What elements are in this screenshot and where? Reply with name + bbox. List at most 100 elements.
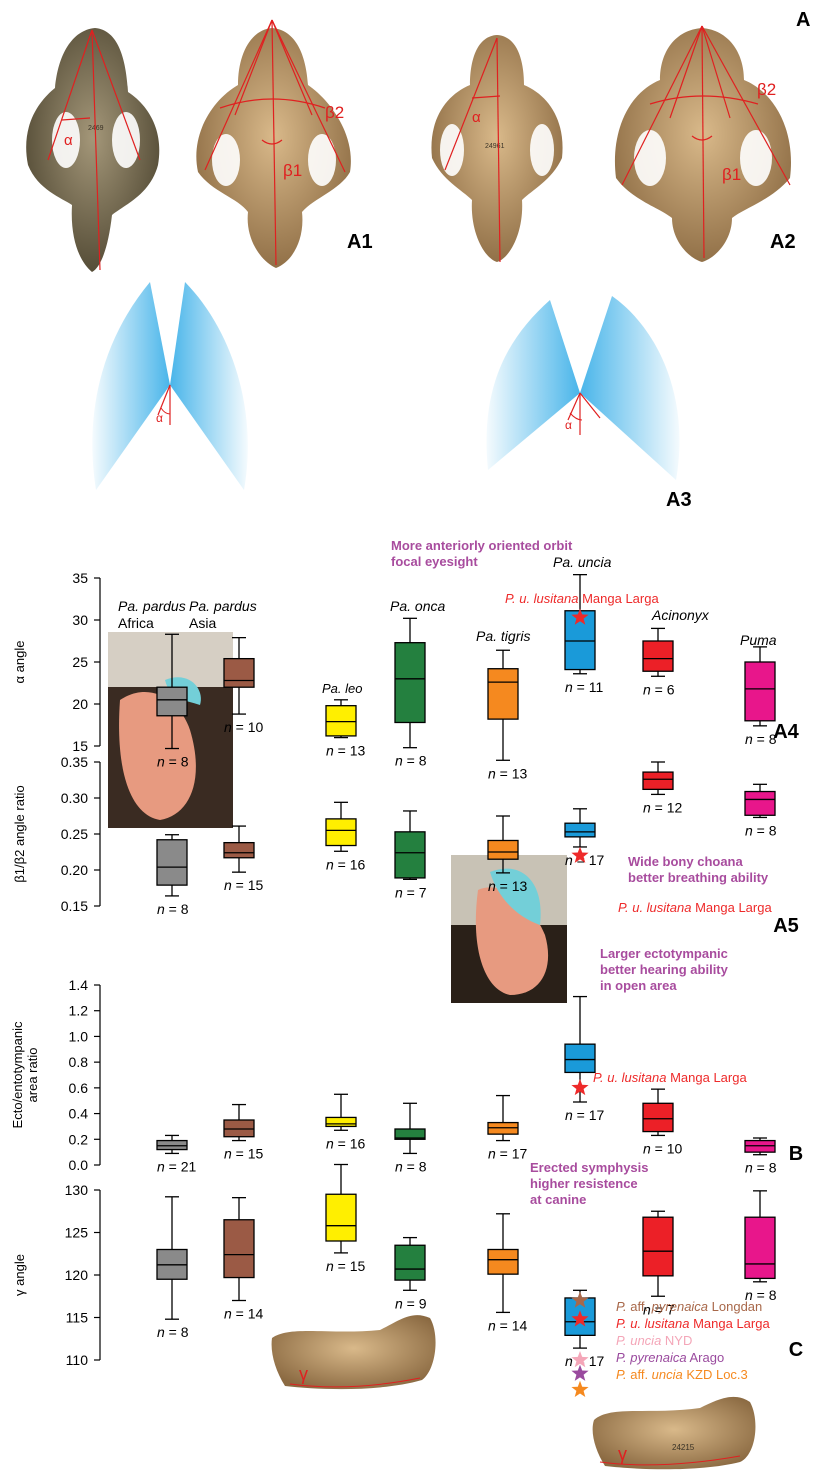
star-label-a4-0: P. u. lusitana Manga Larga [505,591,659,606]
star-c-1 [571,1310,589,1327]
box-iqr [223,657,255,688]
box-a5-0: n = 8 [156,834,189,917]
star-label-c-4: P. aff. uncia KZD Loc.3 [616,1367,748,1382]
n-label: n = 8 [745,731,777,747]
mandible-photo-2: γ 24215 [592,1396,756,1470]
n-label-part-1: = 11 [573,679,604,695]
n-label-part-1: = 8 [753,731,777,747]
box-iqr [487,1248,519,1275]
box-iqr [487,668,519,720]
box-iqr [642,1216,674,1277]
tympanic-photo-2 [451,855,567,1003]
panel-label-a1: A1 [347,231,373,253]
n-label-part-0: n [565,679,573,695]
n-label-part-1: = 8 [403,753,427,769]
star-label-c-3-part-1: Arago [687,1350,725,1365]
n-label-part-1: = 8 [753,1160,777,1176]
n-label-part-0: n [157,1158,165,1174]
star-label-a4-0-part-0: P. u. lusitana [505,591,578,606]
alpha-label-a2: α [472,109,481,126]
box-a4-3: n = 8 [394,617,427,769]
n-label-part-1: = 21 [165,1158,197,1174]
chart-b: 0.0 0.2 0.4 0.6 0.8 1.0 1.2 1.4 Ecto/entotympani… [10,946,803,1176]
box-c-3: n = 9 [394,1236,427,1311]
star-c-0 [571,1291,589,1308]
annotation-c-1: higher resistence [530,1176,638,1191]
n-label-part-0: n [565,852,573,868]
n-label-part-0: n [488,1317,496,1333]
box-iqr [394,1244,426,1281]
n-label: n = 17 [565,1107,605,1123]
gamma-label-jaw2: γ [618,1444,627,1464]
n-label-part-0: n [565,1353,573,1369]
box-a4-5: n = 11 [564,573,603,695]
tympanic-photo-1 [108,632,233,828]
n-label-part-0: n [745,1160,753,1176]
n-label: n = 8 [157,1324,189,1340]
n-label-part-0: n [395,1295,403,1311]
star-a5-0 [571,846,589,863]
star-label-c-2-part-0: P. uncia [616,1333,661,1348]
star-label-c-0-part-0: P. [616,1299,627,1314]
box-a4-0: n = 8 [156,633,189,770]
box-a5-3: n = 7 [394,810,427,900]
n-label-part-1: = 15 [334,1258,366,1274]
y-tick-label-a5-4: 0.35 [61,754,88,770]
y-axis-label-a5: β1/β2 angle ratio [12,785,27,882]
mandible-photo-1: γ [271,1315,436,1390]
n-label: n = 17 [488,1146,528,1162]
star-label-a5-0-part-1: Manga Larga [691,900,772,915]
n-label-part-0: n [326,1258,334,1274]
panel-label-b: B [789,1143,803,1165]
skull-photo-a2-dorsal: 24961 [431,35,563,262]
box-a5-4: n = 13 [487,815,528,894]
box-c-6: n = 7 [642,1210,675,1317]
annotation-a5-0: Wide bony choana [628,854,743,869]
n-label-part-0: n [643,1140,651,1156]
y-tick-label-c-4: 130 [65,1182,89,1198]
n-label-part-1: = 12 [651,799,683,815]
n-label-part-0: n [745,731,753,747]
box-iqr [223,1219,255,1279]
y-tick-label-c-0: 110 [66,1352,89,1368]
annotation-c-0: Erected symphysis [530,1160,649,1175]
box-c-7: n = 8 [744,1190,777,1303]
y-axis-label-c: γ angle [12,1254,27,1296]
y-tick-label-a4-2: 25 [72,654,88,670]
alpha-label-fan1: α [156,411,163,425]
star-label-b-0-part-1: Manga Larga [666,1070,747,1085]
box-a5-6: n = 12 [642,761,683,815]
specimen-number-2: 24961 [485,143,505,150]
n-label: n = 9 [395,1295,427,1311]
n-label-part-1: = 16 [334,1135,366,1151]
box-iqr [642,1102,674,1133]
n-label: n = 11 [565,679,603,695]
n-label-part-1: = 15 [232,877,264,893]
star-label-b-0: P. u. lusitana Manga Larga [593,1070,747,1085]
star-label-b-0-part-0: P. u. lusitana [593,1070,666,1085]
n-label: n = 7 [395,884,427,900]
beta1-label-a2: β1 [722,165,741,184]
taxon-name-5: Pa. uncia [553,554,612,570]
y-tick-label-c-3: 125 [65,1225,89,1241]
star-label-a5-0-part-0: P. u. lusitana [618,900,691,915]
y-axis-label-b-0: Ecto/entotympanic [10,1021,25,1128]
y-tick-label-c-2: 120 [65,1267,89,1283]
n-label: n = 12 [643,799,683,815]
star-label-a4-0-part-1: Manga Larga [578,591,659,606]
beta1-label-a1: β1 [283,161,302,180]
n-label: n = 13 [488,765,528,781]
n-label: n = 14 [224,1306,264,1322]
y-tick-label-a5-1: 0.20 [61,862,88,878]
n-label-part-1: = 17 [573,1107,605,1123]
n-label-part-1: = 7 [651,1301,675,1317]
n-label-part-0: n [326,856,334,872]
star-c-2 [571,1351,589,1368]
box-a4-4: n = 13 [487,649,528,781]
taxon-region-0: Africa [118,615,154,631]
n-label-part-1: = 8 [403,1158,427,1174]
star-label-c-0: P. aff. pyrenaica Longdan [616,1299,762,1314]
visual-field-snow-leopard: α [486,296,680,480]
n-label: n = 13 [326,743,366,759]
